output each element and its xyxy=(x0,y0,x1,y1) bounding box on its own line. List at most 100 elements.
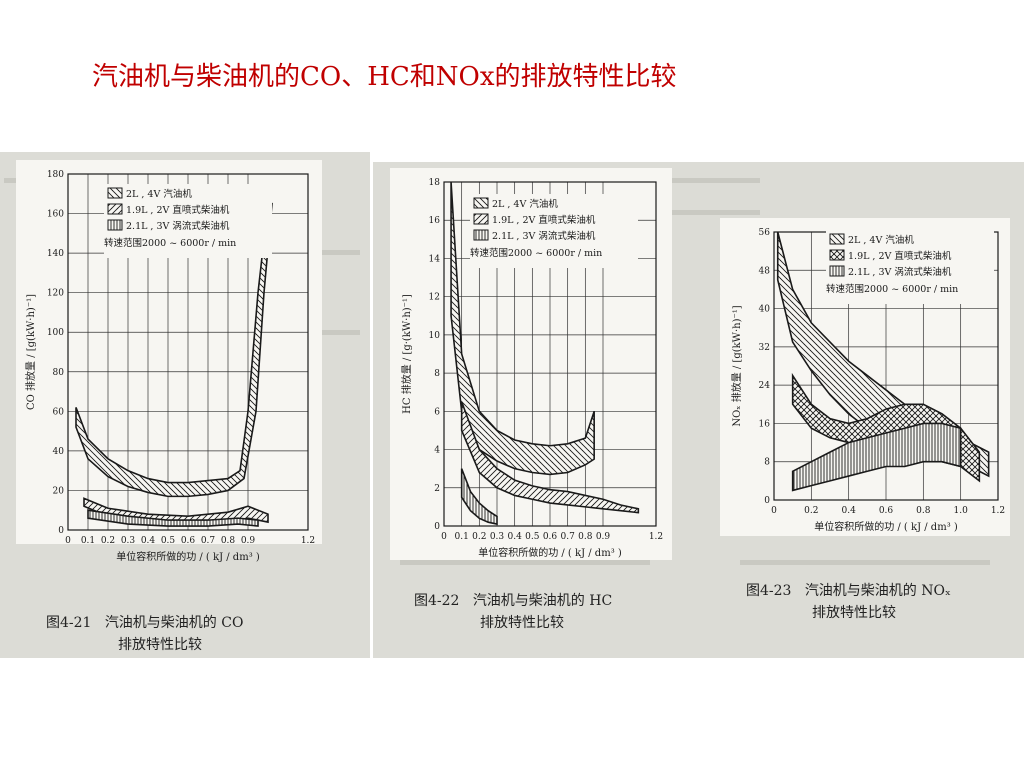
y-tick-label: 16 xyxy=(429,216,441,226)
figure-4-23-panel: 0 0.2 0.4 0.6 0.8 1.0 1.2 0 8 16 24 32 40 48 56 单位容积所做的… xyxy=(720,218,1010,536)
x-tick-label: 0.4 xyxy=(508,532,523,542)
x-tick-label: 0.3 xyxy=(121,536,136,546)
scan-noise xyxy=(640,178,760,183)
legend-swatch xyxy=(473,213,489,225)
figure-4-22-caption-line2: 排放特性比较 xyxy=(480,615,564,631)
figure-4-21-caption: 图4-21 汽油机与柴油机的 CO xyxy=(46,612,243,634)
figure-4-21-caption-line2: 排放特性比较 xyxy=(118,637,202,653)
y-tick-label: 140 xyxy=(47,249,64,259)
scan-noise xyxy=(740,560,990,565)
y-axis-label: NOₓ 排放量 / [g(kW·h)⁻¹] xyxy=(730,305,743,426)
x-tick-label: 0.9 xyxy=(596,532,611,542)
legend-entry: 1.9L , 2V 直喷式柴油机 xyxy=(126,204,230,216)
x-tick-label: 0.7 xyxy=(201,536,216,546)
y-tick-label: 100 xyxy=(47,328,64,338)
y-tick-label: 120 xyxy=(47,289,64,299)
x-tick-label: 0.5 xyxy=(161,536,176,546)
legend-swatch xyxy=(829,265,845,277)
x-tick-label: 0.1 xyxy=(81,536,95,546)
series-band-2 xyxy=(791,372,981,483)
figure-4-21-panel: 0 0.1 0.2 0.3 0.4 0.5 0.6 0.7 0.8 0.9 1.2 0 20 40 60 80… xyxy=(16,160,322,563)
x-tick-label: 0.9 xyxy=(241,536,256,546)
legend-entry: 2.1L , 3V 涡流式柴油机 xyxy=(126,220,230,232)
x-tick-label: 0.5 xyxy=(525,532,540,542)
x-tick-label: 1.0 xyxy=(954,506,969,516)
x-axis-label: 单位容积所做的功 / ( kJ / dm³ ) xyxy=(116,550,260,563)
y-tick-label: 6 xyxy=(434,407,440,417)
x-tick-label: 0.8 xyxy=(578,532,593,542)
y-tick-label: 160 xyxy=(47,210,64,220)
legend-background xyxy=(826,230,994,304)
plot-frame xyxy=(443,181,657,527)
y-tick-label: 2 xyxy=(434,484,440,494)
caption-line1: 汽油机与柴油机的 HC xyxy=(472,593,613,609)
legend-entry: 1.9L , 2V 直喷式柴油机 xyxy=(492,214,596,226)
y-tick-label: 16 xyxy=(759,419,771,429)
caption-line1: 汽油机与柴油机的 NOₓ xyxy=(804,583,951,599)
y-tick-label: 0 xyxy=(764,496,770,506)
x-tick-label: 0.6 xyxy=(543,532,558,542)
x-tick-label: 0.2 xyxy=(101,536,115,546)
y-axis-label: CO 排放量 / [g(kW·h)⁻¹] xyxy=(24,294,37,410)
legend-entry: 2L , 4V 汽油机 xyxy=(492,198,558,210)
y-tick-label: 24 xyxy=(759,381,771,391)
x-tick-label: 0 xyxy=(441,532,447,542)
legend-swatch xyxy=(107,187,123,199)
x-tick-label: 0.8 xyxy=(221,536,236,546)
x-tick-label: 0.2 xyxy=(804,506,818,516)
caption-line1: 汽油机与柴油机的 CO xyxy=(104,615,244,631)
x-tick-label: 1.2 xyxy=(991,506,1005,516)
legend-swatch xyxy=(829,233,845,245)
slide-title: 汽油机与柴油机的CO、HC和NOx的排放特性比较 xyxy=(92,62,677,92)
y-tick-label: 8 xyxy=(434,369,440,379)
x-tick-label: 1.2 xyxy=(649,532,663,542)
y-tick-label: 180 xyxy=(47,170,64,180)
legend-swatch xyxy=(473,229,489,241)
y-tick-label: 0 xyxy=(58,526,64,536)
scan-noise xyxy=(320,330,360,335)
co-chart: 0 0.1 0.2 0.3 0.4 0.5 0.6 0.7 0.8 0.9 1.2 0 20 40 60 80… xyxy=(24,170,315,563)
y-tick-label: 10 xyxy=(429,331,441,341)
series-band-3 xyxy=(460,468,498,526)
legend: 2L , 4V 汽油机 1.9L , 2V 直喷式柴油机 2.1L , 3V 涡流式… xyxy=(826,230,994,304)
legend-entry: 2L , 4V 汽油机 xyxy=(126,188,192,200)
scan-noise xyxy=(640,210,760,215)
legend-entry: 2.1L , 3V 涡流式柴油机 xyxy=(848,266,952,278)
legend-note: 转速范围2000 ~ 6000r / min xyxy=(104,237,236,249)
x-tick-label: 0.7 xyxy=(561,532,576,542)
figure-4-22-caption: 图4-22 汽油机与柴油机的 HC xyxy=(414,590,612,612)
legend-swatch xyxy=(473,197,489,209)
legend: 2L , 4V 汽油机 1.9L , 2V 直喷式柴油机 2.1L , 3V 涡流式… xyxy=(470,194,638,268)
y-tick-label: 48 xyxy=(759,266,771,276)
figure-4-23-caption: 图4-23 汽油机与柴油机的 NOₓ xyxy=(746,580,951,602)
legend: 2L , 4V 汽油机 1.9L , 2V 直喷式柴油机 2.1L , 3V 涡流式… xyxy=(104,184,272,258)
x-tick-label: 0.6 xyxy=(181,536,196,546)
y-axis-label: HC 排放量 / [g·(kW·h)⁻¹] xyxy=(400,294,413,414)
x-tick-label: 0.8 xyxy=(916,506,931,516)
y-tick-label: 12 xyxy=(429,293,440,303)
plot-frame xyxy=(67,173,309,531)
legend-entry: 2L , 4V 汽油机 xyxy=(848,234,914,246)
series-band-3 xyxy=(87,509,259,527)
series-band-3 xyxy=(791,422,962,492)
y-tick-label: 56 xyxy=(759,228,771,238)
y-tick-label: 0 xyxy=(434,522,440,532)
scan-noise xyxy=(400,560,650,565)
series-band-1 xyxy=(450,181,595,476)
x-tick-label: 0.4 xyxy=(141,536,156,546)
figure-4-22-panel: 0 0.1 0.2 0.3 0.4 0.5 0.6 0.7 0.8 0.9 1.2 0 2 4 6 8 10 12… xyxy=(390,168,672,560)
legend-note: 转速范围2000 ~ 6000r / min xyxy=(826,283,958,295)
y-tick-label: 40 xyxy=(759,305,771,315)
x-tick-label: 0.3 xyxy=(490,532,505,542)
legend-entry: 1.9L , 2V 直喷式柴油机 xyxy=(848,250,952,262)
nox-chart: 0 0.2 0.4 0.6 0.8 1.0 1.2 0 8 16 24 32 40 48 56 单位容积所做的… xyxy=(730,228,1005,533)
y-tick-label: 8 xyxy=(764,458,770,468)
x-tick-label: 0.6 xyxy=(879,506,894,516)
x-tick-label: 1.2 xyxy=(301,536,315,546)
y-tick-label: 18 xyxy=(429,178,441,188)
legend-background xyxy=(470,194,638,268)
figure-label: 图4-21 xyxy=(46,615,92,631)
y-tick-label: 4 xyxy=(434,446,440,456)
scan-noise xyxy=(320,250,360,255)
x-tick-label: 0.4 xyxy=(842,506,857,516)
